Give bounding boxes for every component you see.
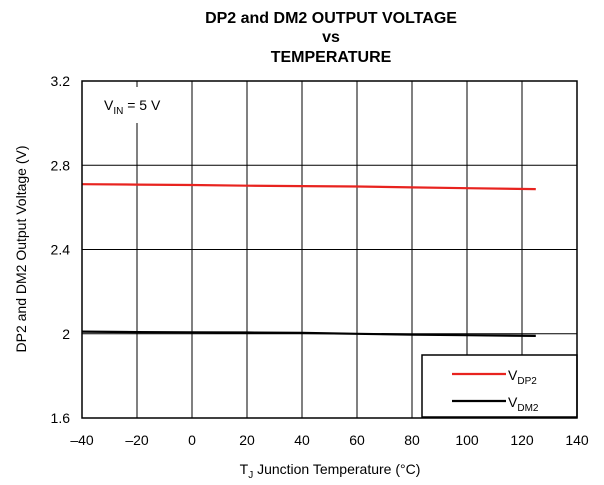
x-axis-label-main: T bbox=[240, 461, 249, 477]
chart-title-line-1: DP2 and DM2 OUTPUT VOLTAGE bbox=[205, 10, 457, 27]
legend-vdm2-main: V bbox=[508, 394, 518, 410]
y-tick-label: 2 bbox=[62, 326, 70, 342]
x-tick-label: 100 bbox=[455, 432, 479, 448]
x-tick-label: 120 bbox=[510, 432, 534, 448]
y-tick-label: 2.4 bbox=[51, 242, 71, 258]
x-tick-label: 60 bbox=[349, 432, 365, 448]
x-axis-label-sub: J bbox=[248, 470, 253, 481]
y-tick-label: 3.2 bbox=[51, 73, 71, 89]
annotation-rest: = 5 V bbox=[123, 97, 161, 113]
x-axis-label-rest: Junction Temperature (°C) bbox=[253, 461, 420, 477]
y-tick-label: 2.8 bbox=[51, 157, 71, 173]
series-line-vdm2 bbox=[81, 330, 536, 337]
x-tick-label: 80 bbox=[404, 432, 420, 448]
x-tick-label: 40 bbox=[294, 432, 310, 448]
legend-box bbox=[421, 354, 578, 418]
series-line-vdp2 bbox=[81, 183, 536, 191]
x-tick-label: –40 bbox=[70, 432, 94, 448]
annotation-vin: VIN = 5 V bbox=[104, 97, 161, 117]
legend-vdp2-sub: DP2 bbox=[517, 376, 537, 387]
chart-title-line-3: TEMPERATURE bbox=[271, 49, 392, 66]
ticks: –40 –20 0 20 40 60 80 100 120 140 1.6 2 2.4 2.8 3.2 bbox=[51, 73, 589, 448]
legend-vdp2-main: V bbox=[508, 367, 518, 383]
annotation-sub: IN bbox=[113, 106, 123, 117]
legend-label-vdm2: VDM2 bbox=[508, 394, 539, 414]
x-tick-label: –20 bbox=[125, 432, 149, 448]
legend: VDP2 VDM2 bbox=[421, 354, 578, 418]
legend-vdm2-sub: DM2 bbox=[517, 403, 539, 414]
x-axis-label: TJ Junction Temperature (°C) bbox=[240, 461, 421, 481]
annotation-v: V bbox=[104, 97, 114, 113]
chart-title-line-2: vs bbox=[322, 29, 340, 46]
y-tick-label: 1.6 bbox=[51, 410, 71, 426]
annotation-background bbox=[86, 87, 186, 123]
y-axis-label: DP2 and DM2 Output Voltage (V) bbox=[13, 146, 29, 353]
plot-frame bbox=[81, 80, 578, 419]
x-tick-label: 140 bbox=[565, 432, 589, 448]
x-tick-label: 20 bbox=[239, 432, 255, 448]
series-layer bbox=[81, 183, 536, 337]
x-tick-label: 0 bbox=[188, 432, 196, 448]
legend-label-vdp2: VDP2 bbox=[508, 367, 537, 387]
